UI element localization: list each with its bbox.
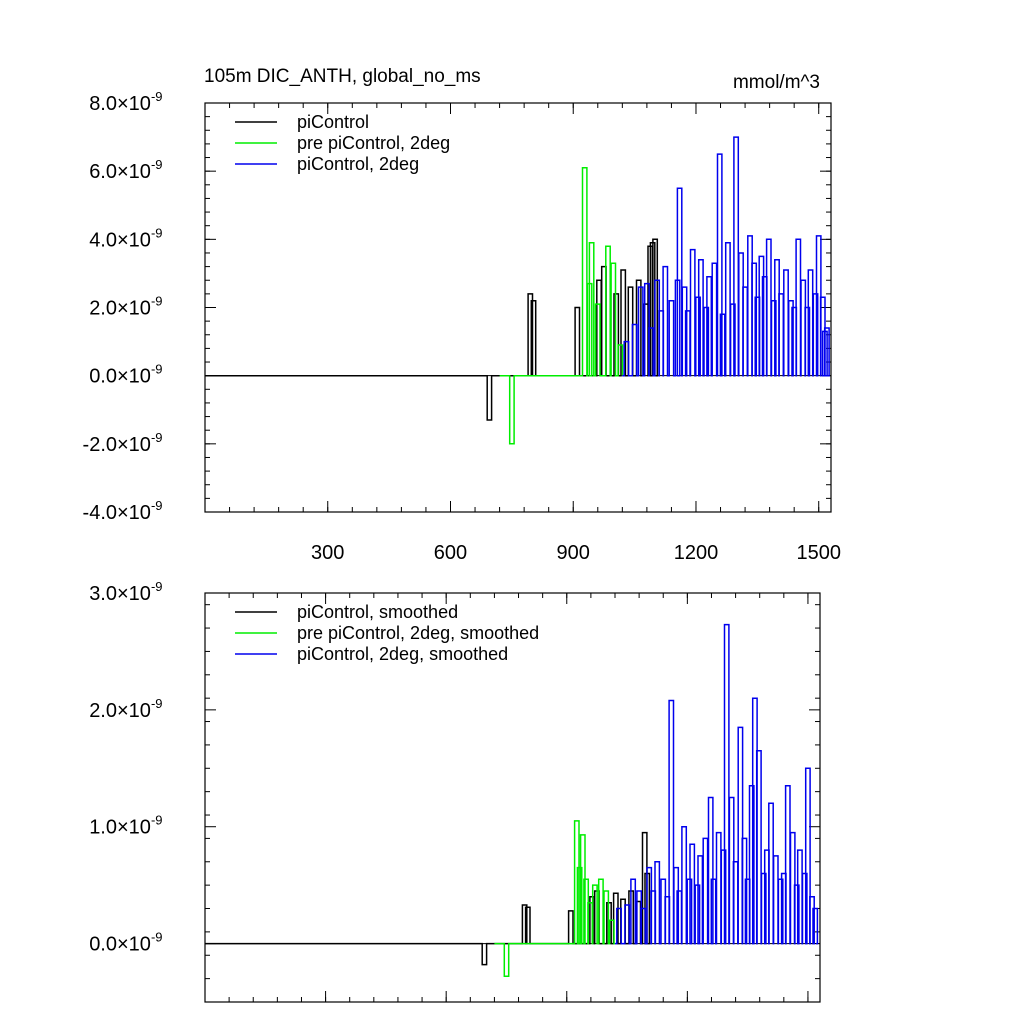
y-tick-label: 8.0 [89,93,117,115]
y-tick-label: 1.0 [89,817,117,839]
series-line-2 [622,136,830,377]
y-tick-exponent: ×10-9 [117,930,163,956]
series-line-2 [615,623,819,945]
legend-label: piControl, smoothed [297,602,458,622]
y-tick-label: 6.0 [89,161,117,183]
y-tick-label: 2.0 [89,700,117,722]
units-label: mmol/m^3 [733,72,820,93]
y-tick-exponent: ×10-9 [117,89,163,115]
legend-label: piControl, 2deg [297,154,419,174]
bottom-panel: 0.0 ×10-91.0 ×10-92.0 ×10-93.0 ×10-9piContro… [89,579,821,1003]
legend-label: piControl [297,112,369,132]
y-tick-exponent: ×10-9 [117,430,163,456]
y-tick-exponent: ×10-9 [117,294,163,320]
series-line-0 [205,238,659,421]
legend-label: pre piControl, 2deg, smoothed [297,623,539,643]
y-tick-exponent: ×10-9 [117,362,163,388]
y-tick-label: 3.0 [89,583,117,605]
y-tick-exponent: ×10-9 [117,813,163,839]
legend-label: piControl, 2deg, smoothed [297,644,508,664]
y-tick-label: 4.0 [89,229,117,251]
y-tick-label: 0.0 [89,366,117,388]
y-tick-exponent: ×10-9 [117,157,163,183]
y-tick-label: 0.0 [89,934,117,956]
series-line-1 [494,820,615,978]
y-tick-exponent: ×10-9 [117,696,163,722]
y-tick-exponent: ×10-9 [117,225,163,251]
y-tick-exponent: ×10-9 [117,579,163,605]
x-tick-label: 900 [557,542,590,564]
series-line-0 [205,831,651,966]
legend-label: pre piControl, 2deg [297,133,450,153]
y-tick-label: -2.0 [83,434,117,456]
top-panel: 105m DIC_ANTH, global_no_ms mmol/m^3 -4.… [83,66,841,564]
x-tick-label: 300 [311,542,344,564]
x-tick-label: 1500 [796,542,841,564]
y-tick-label: -4.0 [83,502,117,524]
x-tick-label: 600 [434,542,467,564]
series-line-1 [499,167,624,445]
y-tick-label: 2.0 [89,298,117,320]
chart-title: 105m DIC_ANTH, global_no_ms [204,66,481,87]
plot-frame [204,592,821,1003]
y-tick-exponent: ×10-9 [117,498,163,524]
x-tick-label: 1200 [674,542,719,564]
